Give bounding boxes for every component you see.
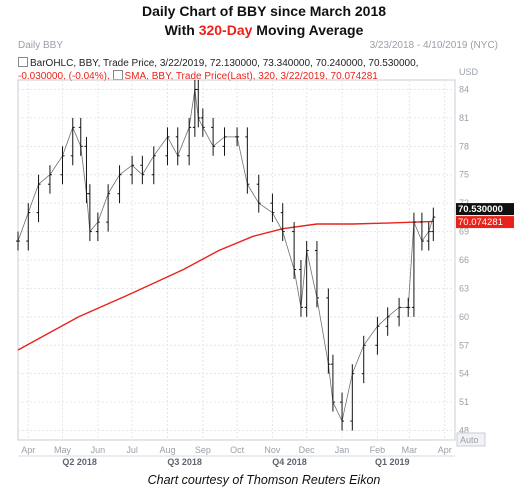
- ohlc-bar: [330, 354, 335, 412]
- x-tick-label: Jul: [126, 445, 138, 455]
- y-axis-unit-label: USD: [459, 67, 479, 77]
- legend-swatch-icon: [18, 57, 28, 67]
- ohlc-bar: [140, 155, 145, 185]
- x-tick-label: Nov: [264, 445, 281, 455]
- ohlc-bar: [397, 297, 402, 327]
- chart-caption: Chart courtesy of Thomson Reuters Eikon: [147, 473, 381, 487]
- y-tick-label: 51: [459, 397, 469, 407]
- ohlc-legend-text: BarOHLC, BBY, Trade Price, 3/22/2019, 72…: [30, 58, 419, 69]
- y-tick-label: 63: [459, 283, 469, 293]
- y-tick-label: 75: [459, 170, 469, 180]
- x-tick-label: Mar: [402, 445, 418, 455]
- y-tick-label: 48: [459, 426, 469, 436]
- ohlc-bar: [26, 203, 31, 251]
- ohlc-bar: [70, 117, 75, 166]
- x-tick-label: Oct: [230, 445, 245, 455]
- sma-legend-text: SMA, BBY, Trade Price(Last), 320, 3/22/2…: [124, 71, 378, 82]
- last-price-tag: [456, 203, 514, 216]
- ohlc-bar: [95, 212, 100, 242]
- ohlc-bar: [192, 80, 197, 137]
- ohlc-bar: [326, 288, 331, 374]
- chart-title-line-1: Daily Chart of BBY since March 2018: [141, 3, 387, 19]
- ohlc-bar: [151, 146, 156, 185]
- ohlc-bar: [47, 165, 52, 194]
- quarter-label: Q3 2018: [167, 457, 202, 467]
- x-tick-label: Dec: [299, 445, 316, 455]
- quarter-label: Q4 2018: [272, 457, 307, 467]
- ohlc-bar: [431, 207, 436, 242]
- quarter-label: Q2 2018: [62, 457, 97, 467]
- ohlc-bar: [200, 108, 205, 137]
- y-tick-label: 57: [459, 340, 469, 350]
- y-tick-label: 66: [459, 255, 469, 265]
- ohlc-bar: [385, 307, 390, 336]
- last-sma-label: 70.074281: [458, 217, 503, 228]
- x-tick-label: Apr: [21, 445, 35, 455]
- y-tick-label: 69: [459, 227, 469, 237]
- symbol-header: Daily BBY: [18, 40, 64, 51]
- title-prefix: With: [164, 22, 199, 38]
- quarter-label: Q1 2019: [375, 457, 410, 467]
- ohlc-bar: [130, 155, 135, 185]
- ohlc-bar: [36, 174, 41, 223]
- x-tick-label: Sep: [195, 445, 211, 455]
- last-price-label: 70.530000: [458, 204, 503, 215]
- ohlc-bar: [211, 117, 216, 156]
- x-tick-label: Jan: [335, 445, 350, 455]
- x-tick-label: Apr: [438, 445, 452, 455]
- ohlc-bar: [78, 117, 83, 156]
- x-tick-label: Feb: [370, 445, 386, 455]
- x-tick-label: May: [54, 445, 72, 455]
- y-tick-label: 60: [459, 312, 469, 322]
- y-tick-label: 84: [459, 84, 469, 94]
- ohlc-legend-change: -0.030000, (-0.04%),: [18, 71, 110, 82]
- ohlc-bar: [256, 174, 261, 213]
- price-trace: [17, 89, 434, 423]
- ohlc-bar: [222, 127, 227, 156]
- x-tick-label: Jun: [91, 445, 106, 455]
- title-highlight: 320-Day: [198, 22, 253, 38]
- ohlc-bar: [375, 316, 380, 355]
- sma-line: [17, 220, 434, 351]
- y-tick-label: 81: [459, 113, 469, 123]
- last-sma-tag: [456, 216, 514, 229]
- ohlc-bar: [340, 392, 345, 431]
- y-tick-label: 54: [459, 369, 469, 379]
- y-scale-label: Auto: [460, 435, 479, 445]
- x-tick-label: Aug: [159, 445, 175, 455]
- ohlc-bar: [16, 231, 20, 251]
- y-tick-label: 78: [459, 141, 469, 151]
- date-range-header: 3/23/2018 - 4/10/2019 (NYC): [369, 40, 498, 51]
- chart-title-line-2: With 320-Day Moving Average: [0, 22, 528, 38]
- ohlc-bar: [117, 165, 122, 204]
- title-suffix: Moving Average: [252, 22, 364, 38]
- y-scale-box: [456, 432, 486, 447]
- ohlc-legend: BarOHLC, BBY, Trade Price, 3/22/2019, 72…: [18, 57, 418, 69]
- ohlc-bar: [270, 193, 275, 223]
- ohlc-bar: [411, 212, 416, 317]
